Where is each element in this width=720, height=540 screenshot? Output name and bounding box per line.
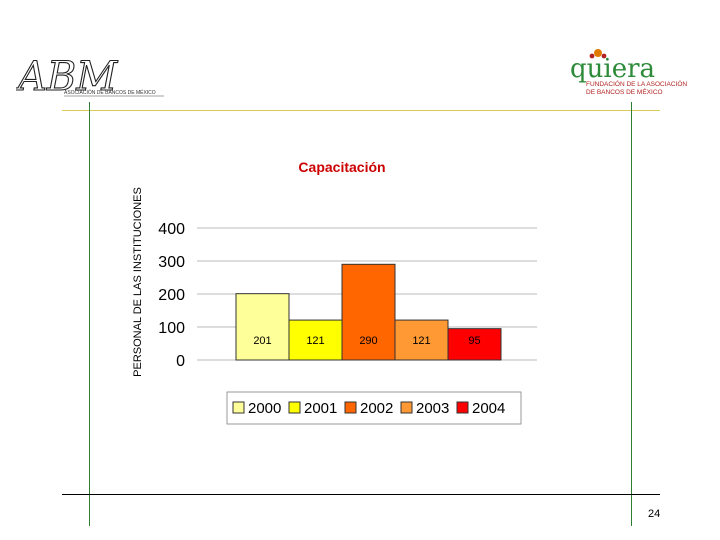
quiera-flower-icon bbox=[594, 49, 602, 57]
data-label-2001: 121 bbox=[306, 335, 324, 347]
y-axis-label: PERSONAL DE LAS INSTITUCIONES bbox=[132, 187, 144, 377]
abm-logo: ABM ASOCIACIÓN DE BANCOS DE MÉXICO bbox=[13, 52, 168, 102]
data-label-2003: 121 bbox=[412, 335, 430, 347]
bars bbox=[235, 263, 502, 361]
legend-label-2002: 2002 bbox=[360, 400, 393, 417]
legend-swatch-2002 bbox=[344, 401, 357, 414]
legend-label-2003: 2003 bbox=[416, 400, 449, 417]
bar-2002 bbox=[341, 263, 396, 361]
quiera-logo: quiera FUNDACIÓN DE LA ASOCIACIÓN DE BAN… bbox=[568, 44, 692, 98]
chart-title: Capacitación bbox=[298, 159, 385, 175]
legend-label-2004: 2004 bbox=[472, 400, 505, 417]
y-tick-label-2: 200 bbox=[158, 287, 185, 304]
data-labels: 201 121 290 121 95 bbox=[253, 335, 480, 347]
abm-logo-subtitle: ASOCIACIÓN DE BANCOS DE MÉXICO bbox=[64, 89, 156, 96]
top-divider-line bbox=[62, 110, 660, 111]
data-label-2004: 95 bbox=[468, 335, 480, 347]
abm-logo-text: ABM bbox=[16, 54, 118, 100]
quiera-logo-subtitle-1: FUNDACIÓN DE LA ASOCIACIÓN bbox=[586, 79, 687, 88]
legend-swatch-2004 bbox=[456, 401, 469, 414]
slide-number: 24 bbox=[648, 508, 661, 520]
y-tick-label-0: 0 bbox=[176, 353, 185, 370]
right-vertical-line bbox=[631, 102, 632, 526]
left-vertical-line bbox=[89, 102, 90, 526]
legend-swatch-2000 bbox=[232, 401, 245, 414]
legend-swatch-2001 bbox=[288, 401, 301, 414]
bar-2004 bbox=[447, 328, 502, 361]
quiera-logo-subtitle-2: DE BANCOS DE MÉXICO bbox=[586, 87, 663, 96]
y-tick-labels: 0 100 200 300 400 bbox=[158, 221, 185, 370]
legend-box bbox=[226, 391, 522, 425]
quiera-logo-text: quiera bbox=[570, 54, 655, 84]
y-tick-label-1: 100 bbox=[158, 320, 185, 337]
data-label-2000: 201 bbox=[253, 335, 271, 347]
legend: 2000 2001 2002 2003 2004 bbox=[232, 400, 505, 417]
bar-2000 bbox=[235, 293, 290, 361]
data-label-2002: 290 bbox=[359, 335, 377, 347]
y-tick-label-3: 300 bbox=[158, 254, 185, 271]
bottom-divider-line bbox=[62, 494, 660, 495]
legend-swatch-2003 bbox=[400, 401, 413, 414]
legend-label-2001: 2001 bbox=[304, 400, 337, 417]
y-tick-label-4: 400 bbox=[158, 221, 185, 238]
legend-label-2000: 2000 bbox=[248, 400, 281, 417]
